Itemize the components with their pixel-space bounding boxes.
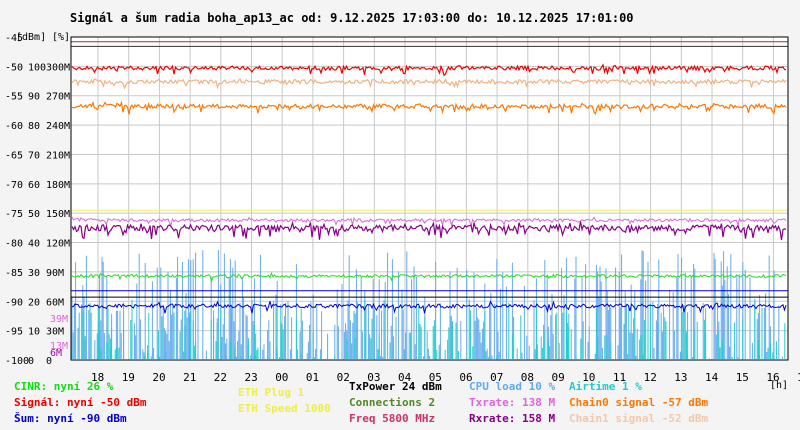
y-tick-dbm: -60 [5, 121, 23, 132]
plot-frame [70, 36, 789, 361]
legend-eth-plug: ETH Plug 1 [238, 386, 305, 399]
y-tick-pct: 60 [28, 180, 40, 191]
legend-txpower: TxPower 24 dBm [349, 380, 442, 393]
y-tick-pct: 80 [28, 121, 40, 132]
legend-noise: Šum: nyní -90 dBm [14, 412, 127, 425]
x-tick-label: 20 [152, 371, 165, 384]
x-tick-label: 01 [306, 371, 319, 384]
series-airtime [71, 299, 786, 359]
y-tick-rate: 90M [46, 268, 64, 279]
y-tick-rate: 240M [46, 121, 70, 132]
x-tick-label: 09 [552, 371, 565, 384]
x-tick-label: 14 [705, 371, 719, 384]
x-tick-label: 04 [398, 371, 412, 384]
unit-label-dbm: [dBm] [16, 32, 46, 43]
x-tick-label: 03 [367, 371, 380, 384]
y-tick-dbm: -85 [5, 268, 23, 279]
series-chain1 [71, 77, 787, 90]
x-tick-label: 13 [674, 371, 687, 384]
y-tick-pct: 90 [28, 92, 40, 103]
x-tick-label: 00 [275, 371, 288, 384]
plot-area [70, 36, 789, 361]
y-tick-dbm: -70 [5, 180, 23, 191]
y-tick-dbm: -100 [5, 356, 29, 367]
legend-freq: Freq 5800 MHz [349, 412, 436, 425]
extra-rate-label: 39M [50, 314, 68, 325]
legend-chain0: Chain0 signal -57 dBm [569, 396, 709, 409]
y-tick-pct: 100 [28, 62, 46, 73]
y-tick-pct: 20 [28, 297, 40, 308]
x-tick-label: 15 [736, 371, 749, 384]
legend-rxrate: Rxrate: 158 M [469, 412, 556, 425]
y-tick-dbm: -75 [5, 209, 23, 220]
y-tick-pct: 30 [28, 268, 40, 279]
chart-title: Signál a šum radia boha_ap13_ac od: 9.12… [70, 11, 634, 26]
y-tick-rate: 0 [46, 356, 52, 367]
x-tick-label: 08 [521, 371, 534, 384]
x-tick-label: 02 [337, 371, 350, 384]
y-tick-rate: 120M [46, 239, 70, 250]
legend-eth-speed: ETH Speed 1000 [238, 402, 331, 415]
x-tick-label: 10 [582, 371, 595, 384]
y-tick-pct: 70 [28, 150, 40, 161]
series-txrate [71, 216, 787, 227]
y-tick-rate: 210M [46, 150, 70, 161]
y-tick-rate: 30M [46, 327, 64, 338]
y-tick-dbm: -55 [5, 92, 23, 103]
legend-cpu-load: CPU load 10 % [469, 380, 556, 393]
x-tick-label: 23 [245, 371, 258, 384]
y-tick-rate: 150M [46, 209, 70, 220]
x-tick-label: 16 [766, 371, 779, 384]
x-tick-label: 05 [429, 371, 442, 384]
y-tick-pct: 50 [28, 209, 40, 220]
y-tick-dbm: -95 [5, 327, 23, 338]
x-tick-label: 22 [214, 371, 227, 384]
legend-connections: Connections 2 [349, 396, 436, 409]
y-tick-pct: 0 [28, 356, 34, 367]
x-tick-label: 21 [183, 371, 196, 384]
extra-rate-label: 13M [50, 341, 68, 352]
series-cinr [71, 271, 787, 284]
x-axis-label: [h] [770, 380, 788, 391]
y-tick-rate: 270M [46, 92, 70, 103]
y-tick-pct: 10 [28, 327, 40, 338]
x-tick-label: 12 [644, 371, 657, 384]
series-signal [71, 63, 787, 77]
x-tick-label: 19 [122, 371, 135, 384]
series-rxrate [71, 220, 787, 241]
series-noise [71, 300, 787, 314]
x-tick-label: 11 [613, 371, 626, 384]
legend-signal: Signál: nyní -50 dBm [14, 396, 147, 409]
x-tick-label: 17 [797, 371, 800, 384]
x-tick-label: 18 [91, 371, 104, 384]
y-tick-dbm: -65 [5, 150, 23, 161]
y-tick-dbm: -80 [5, 239, 23, 250]
x-tick-label: 07 [490, 371, 503, 384]
y-tick-dbm: -50 [5, 62, 23, 73]
legend-airtime: Airtime 1 % [569, 380, 642, 393]
legend-txrate: Txrate: 138 M [469, 396, 556, 409]
legend-cinr: CINR: nyní 26 % [14, 380, 114, 393]
y-tick-dbm: -45 [5, 33, 23, 44]
unit-label-pct: [%] [52, 32, 70, 43]
series-chain0 [71, 100, 787, 115]
legend-chain1: Chain1 signal -52 dBm [569, 412, 709, 425]
y-tick-rate: 60M [46, 297, 64, 308]
x-tick-label: 06 [459, 371, 472, 384]
y-tick-rate: 300M [46, 62, 70, 73]
extra-rate-label: 6M [50, 348, 62, 359]
y-tick-pct: 40 [28, 239, 40, 250]
y-tick-rate: 180M [46, 180, 70, 191]
y-tick-dbm: -90 [5, 297, 23, 308]
